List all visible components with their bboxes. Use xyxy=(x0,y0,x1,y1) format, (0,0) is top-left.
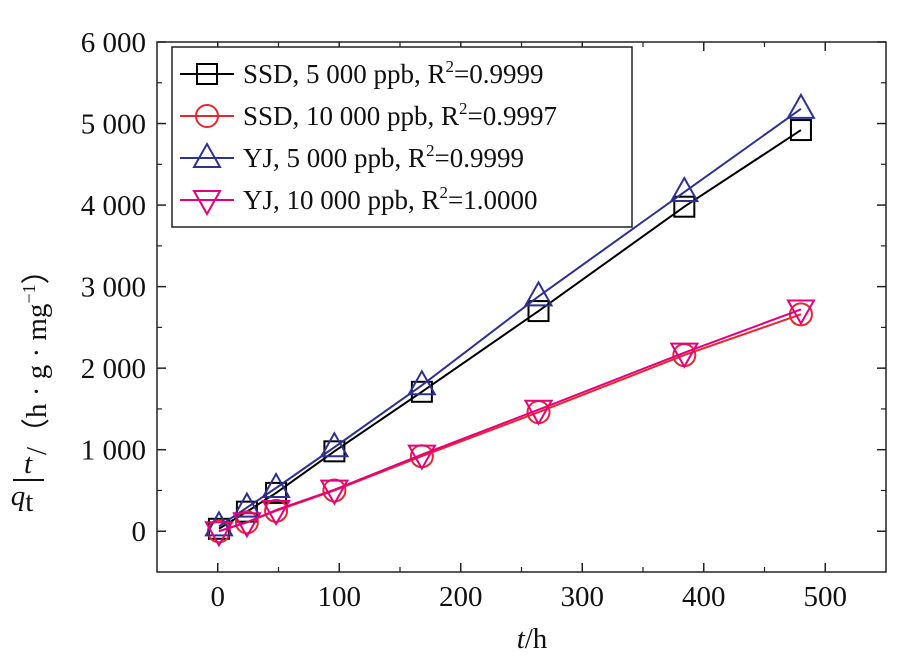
y-tick-label: 5 000 xyxy=(81,109,146,141)
data-point xyxy=(319,431,350,458)
y-tick-label: 2 000 xyxy=(81,353,146,385)
legend-marker xyxy=(192,190,222,217)
legend-label: YJ, 5 000 ppb, R2=0.9999 xyxy=(243,141,524,173)
x-tick-label: 100 xyxy=(318,581,362,613)
data-point xyxy=(407,444,437,471)
x-axis-title: t/h xyxy=(517,623,548,655)
data-point xyxy=(232,512,262,539)
legend-label: SSD, 5 000 ppb, R2=0.9999 xyxy=(243,57,544,89)
series-line xyxy=(218,108,802,528)
data-point xyxy=(322,478,347,503)
legend: SSD, 5 000 ppb, R2=0.9999 SSD, 10 000 ppb… xyxy=(171,46,633,228)
y-axis-title-unit: /（h · g · mg−1） xyxy=(19,255,53,455)
legend-entry: YJ, 5 000 ppb, R2=0.9999 xyxy=(180,141,524,173)
data-point xyxy=(407,369,437,396)
x-tick-label: 500 xyxy=(804,581,848,613)
ticks: 0 100 200 300 400 500 0 1 000 2 000 3 000 4 000 5 0… xyxy=(81,27,886,613)
data-point xyxy=(673,195,696,218)
y-axis-title-numerator: t xyxy=(24,448,33,480)
legend-entry: YJ, 10 000 ppb, R2=1.0000 xyxy=(180,183,538,217)
data-point xyxy=(204,521,234,548)
series-triangle-up xyxy=(204,92,816,537)
data-point xyxy=(264,498,289,523)
y-tick-label: 6 000 xyxy=(81,27,146,59)
data-point xyxy=(261,500,291,527)
series-line xyxy=(218,129,802,530)
y-tick-label: 1 000 xyxy=(81,435,146,467)
legend-marker xyxy=(192,141,222,168)
data-point xyxy=(527,300,550,323)
y-tick-label: 3 000 xyxy=(81,272,146,304)
legend-box xyxy=(171,46,633,228)
legend-entry: SSD, 5 000 ppb, R2=0.9999 xyxy=(180,57,544,89)
legend-entry: SSD, 10 000 ppb, R2=0.9997 xyxy=(180,99,557,131)
data-point xyxy=(234,510,259,535)
legend-marker xyxy=(196,63,218,85)
x-tick-label: 200 xyxy=(439,581,483,613)
legend-label: SSD, 10 000 ppb, R2=0.9997 xyxy=(243,99,557,131)
data-point xyxy=(261,471,291,499)
y-axis-title-denominator: qt xyxy=(11,480,34,518)
data-point xyxy=(786,92,816,119)
series-line xyxy=(218,308,802,533)
legend-label: YJ, 10 000 ppb, R2=1.0000 xyxy=(243,183,538,215)
data-point xyxy=(669,342,700,369)
y-tick-label: 0 xyxy=(132,516,147,548)
data-point xyxy=(204,510,234,537)
x-tick-label: 300 xyxy=(561,581,605,613)
data-point xyxy=(789,119,812,142)
x-tick-label: 0 xyxy=(211,581,226,613)
legend-marker xyxy=(195,104,219,128)
data-point xyxy=(669,175,700,203)
data-point xyxy=(232,491,262,518)
y-axis-title: t qt /（h · g · mg−1） xyxy=(11,255,53,518)
data-point xyxy=(523,280,554,307)
series-square xyxy=(207,119,812,540)
series-triangle-down xyxy=(204,299,816,548)
series-layer xyxy=(204,92,816,548)
data-point xyxy=(786,299,816,326)
data-point xyxy=(523,399,554,426)
data-point xyxy=(319,479,350,506)
y-tick-label: 4 000 xyxy=(81,190,146,222)
x-tick-label: 400 xyxy=(682,581,726,613)
